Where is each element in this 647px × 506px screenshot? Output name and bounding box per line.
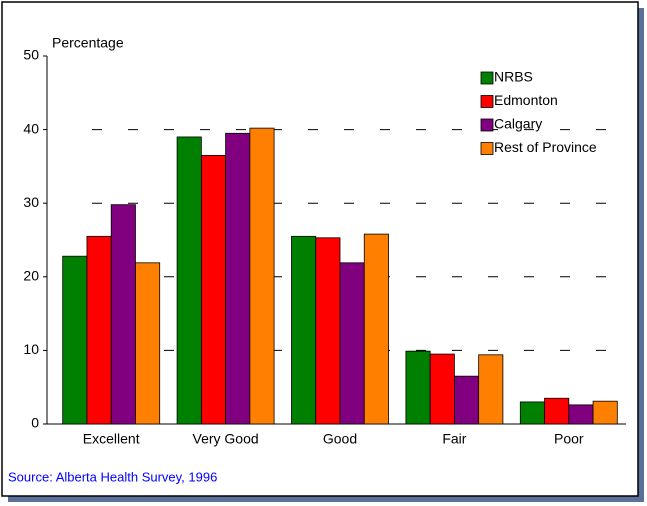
legend-swatch xyxy=(480,95,494,108)
x-tick-label: Excellent xyxy=(83,431,140,447)
x-tick-label: Fair xyxy=(442,431,466,447)
x-tick-label: Poor xyxy=(554,431,584,447)
bar xyxy=(405,350,431,425)
y-axis-label: Percentage xyxy=(52,35,124,51)
bar xyxy=(225,132,251,425)
bar xyxy=(110,204,136,425)
bar xyxy=(176,136,202,425)
bar xyxy=(86,235,112,425)
bar xyxy=(363,233,389,425)
bar xyxy=(519,401,545,425)
bar xyxy=(135,262,161,425)
x-tick-label: Good xyxy=(323,431,357,447)
bar xyxy=(291,235,317,425)
bar xyxy=(453,375,480,425)
bar xyxy=(478,354,504,425)
y-tick-label: 30 xyxy=(23,194,39,210)
y-tick-label: 50 xyxy=(23,47,39,63)
bar xyxy=(544,397,570,425)
legend-label: Rest of Province xyxy=(494,139,597,155)
bar xyxy=(568,404,594,425)
bar xyxy=(62,255,88,425)
source-note: Source: Alberta Health Survey, 1996 xyxy=(8,469,217,484)
legend-label: NRBS xyxy=(494,69,533,85)
y-tick-label: 40 xyxy=(23,120,39,136)
legend-swatch xyxy=(480,118,494,132)
bar xyxy=(429,353,455,425)
legend-swatch xyxy=(480,71,494,85)
bar xyxy=(592,400,618,425)
y-tick-label: 0 xyxy=(31,415,39,431)
y-tick-label: 20 xyxy=(23,268,39,284)
legend-label: Edmonton xyxy=(494,92,558,108)
bar xyxy=(249,127,275,425)
x-tick-label: Very Good xyxy=(193,431,259,447)
y-tick-label: 10 xyxy=(23,341,39,357)
bar xyxy=(339,262,365,425)
legend-swatch xyxy=(480,142,494,155)
bar xyxy=(200,154,226,425)
bar xyxy=(315,237,341,425)
legend-label: Calgary xyxy=(494,116,542,132)
